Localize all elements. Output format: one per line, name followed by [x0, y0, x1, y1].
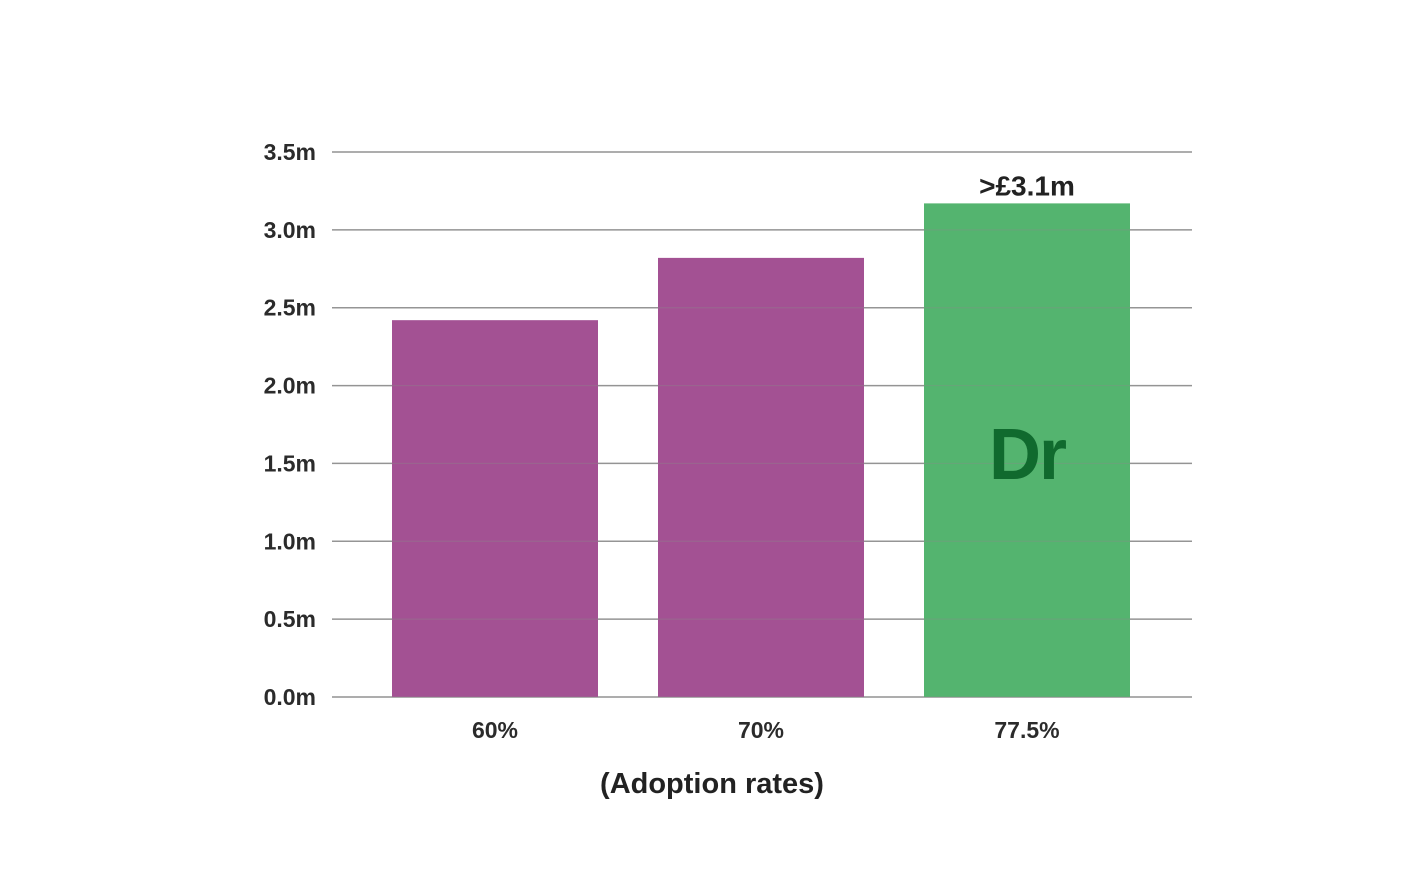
x-axis-title: (Adoption rates)	[600, 768, 824, 800]
bar-value-label: >£3.1m	[979, 170, 1075, 201]
y-axis-ticks: 0.0m 0.5m 1.0m 1.5m 2.0m 2.5m 3.0m 3.5m	[264, 139, 316, 710]
y-tick-label: 2.0m	[264, 373, 316, 399]
bar-1	[658, 257, 864, 697]
x-axis-ticks: 60% 70% 77.5%	[472, 717, 1060, 743]
x-tick-label: 70%	[738, 717, 784, 743]
y-tick-label: 0.0m	[264, 684, 316, 710]
annotations: >£3.1m Dr	[979, 170, 1075, 495]
y-tick-label: 2.5m	[264, 295, 316, 321]
bars	[332, 151, 1192, 698]
y-tick-label: 1.5m	[264, 450, 316, 476]
y-tick-label: 1.0m	[264, 528, 316, 554]
y-tick-label: 3.5m	[264, 139, 316, 165]
y-tick-label: 0.5m	[264, 606, 316, 632]
dr-logo: Dr	[989, 415, 1066, 495]
y-tick-label: 3.0m	[264, 217, 316, 243]
bar-0	[392, 320, 598, 697]
x-tick-label: 60%	[472, 717, 518, 743]
bar-2	[924, 203, 1130, 697]
x-tick-label: 77.5%	[994, 717, 1059, 743]
